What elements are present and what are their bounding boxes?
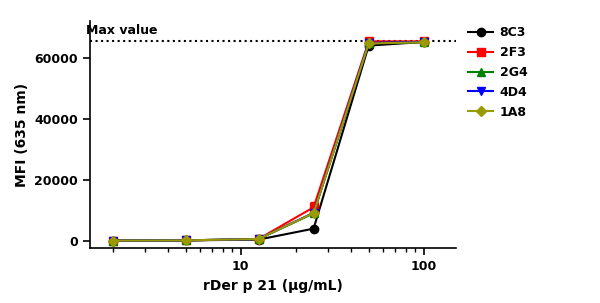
- Legend: 8C3, 2F3, 2G4, 4D4, 1A8: 8C3, 2F3, 2G4, 4D4, 1A8: [463, 21, 532, 124]
- Y-axis label: MFI (635 nm): MFI (635 nm): [15, 83, 29, 187]
- Text: Max value: Max value: [86, 24, 158, 37]
- X-axis label: rDer p 21 (µg/mL): rDer p 21 (µg/mL): [203, 279, 343, 293]
